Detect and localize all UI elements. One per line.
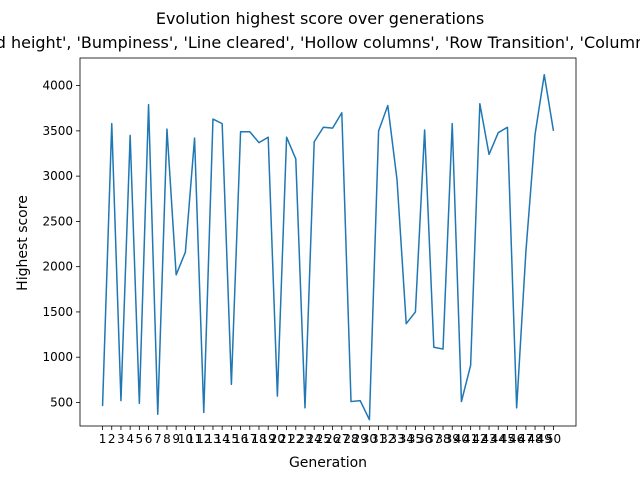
x-tick-label: 46 [509,432,524,446]
series-line [101,74,555,421]
x-tick-label: 3 [117,432,125,446]
y-tick-label: 2000 [42,260,73,274]
x-tick-label: 38 [435,432,450,446]
y-tick-label: 4000 [42,79,73,93]
x-axis-label: Generation [289,455,367,471]
x-tick-label: 36 [417,432,432,446]
x-tick-label: 47 [518,432,533,446]
x-tick-label: 40 [454,432,469,446]
y-tick-label: 1500 [42,305,73,319]
x-tick-label: 37 [426,432,441,446]
x-tick-label: 30 [362,432,377,446]
x-tick-label: 6 [145,432,153,446]
x-tick-label: 45 [500,432,515,446]
x-tick-label: 24 [307,432,322,446]
y-tick-label: 2500 [42,214,73,228]
x-tick-label: 8 [163,432,171,446]
y-tick-label: 1000 [42,350,73,364]
x-tick-label: 19 [261,432,276,446]
x-tick-label: 43 [481,432,496,446]
x-tick-label: 18 [251,432,266,446]
x-tick-label: 34 [399,432,414,446]
x-tick-label: 33 [389,432,404,446]
plot-frame [79,57,577,427]
x-tick-label: 15 [224,432,239,446]
x-tick-label: 39 [445,432,460,446]
x-tick-label: 44 [491,432,506,446]
x-tick-label: 4 [126,432,134,446]
x-tick-label: 29 [353,432,368,446]
x-tick-label: 10 [178,432,193,446]
x-tick-label: 5 [136,432,144,446]
x-tick-label: 23 [297,432,312,446]
x-tick-label: 35 [408,432,423,446]
x-tick-label: 9 [172,432,180,446]
x-tick-label: 21 [279,432,294,446]
x-tick-label: 41 [463,432,478,446]
chart-subtitle: ['Aggregated height', 'Bumpiness', 'Line… [0,33,640,52]
x-tick-label: 2 [108,432,116,446]
chart-title: Evolution highest score over generations [156,9,484,28]
x-tick-label: 25 [316,432,331,446]
x-tick-label: 1 [99,432,107,446]
x-tick-label: 49 [537,432,552,446]
x-tick-label: 12 [196,432,211,446]
x-tick-label: 50 [546,432,561,446]
y-tick-label: 3000 [42,169,73,183]
x-tick-label: 14 [215,432,230,446]
x-tick-label: 16 [233,432,248,446]
x-tick-label: 22 [288,432,303,446]
x-tick-label: 31 [371,432,386,446]
x-tick-label: 28 [343,432,358,446]
y-tick-label: 500 [50,395,73,409]
y-tick-label: 3500 [42,124,73,138]
x-tick-label: 48 [527,432,542,446]
x-tick-label: 13 [205,432,220,446]
x-tick-label: 42 [472,432,487,446]
y-axis-label: Highest score [15,195,31,291]
x-tick-label: 32 [380,432,395,446]
x-tick-label: 17 [242,432,257,446]
x-tick-label: 27 [334,432,349,446]
x-tick-label: 11 [187,432,202,446]
x-tick-label: 7 [154,432,162,446]
x-tick-label: 20 [270,432,285,446]
x-tick-label: 26 [325,432,340,446]
